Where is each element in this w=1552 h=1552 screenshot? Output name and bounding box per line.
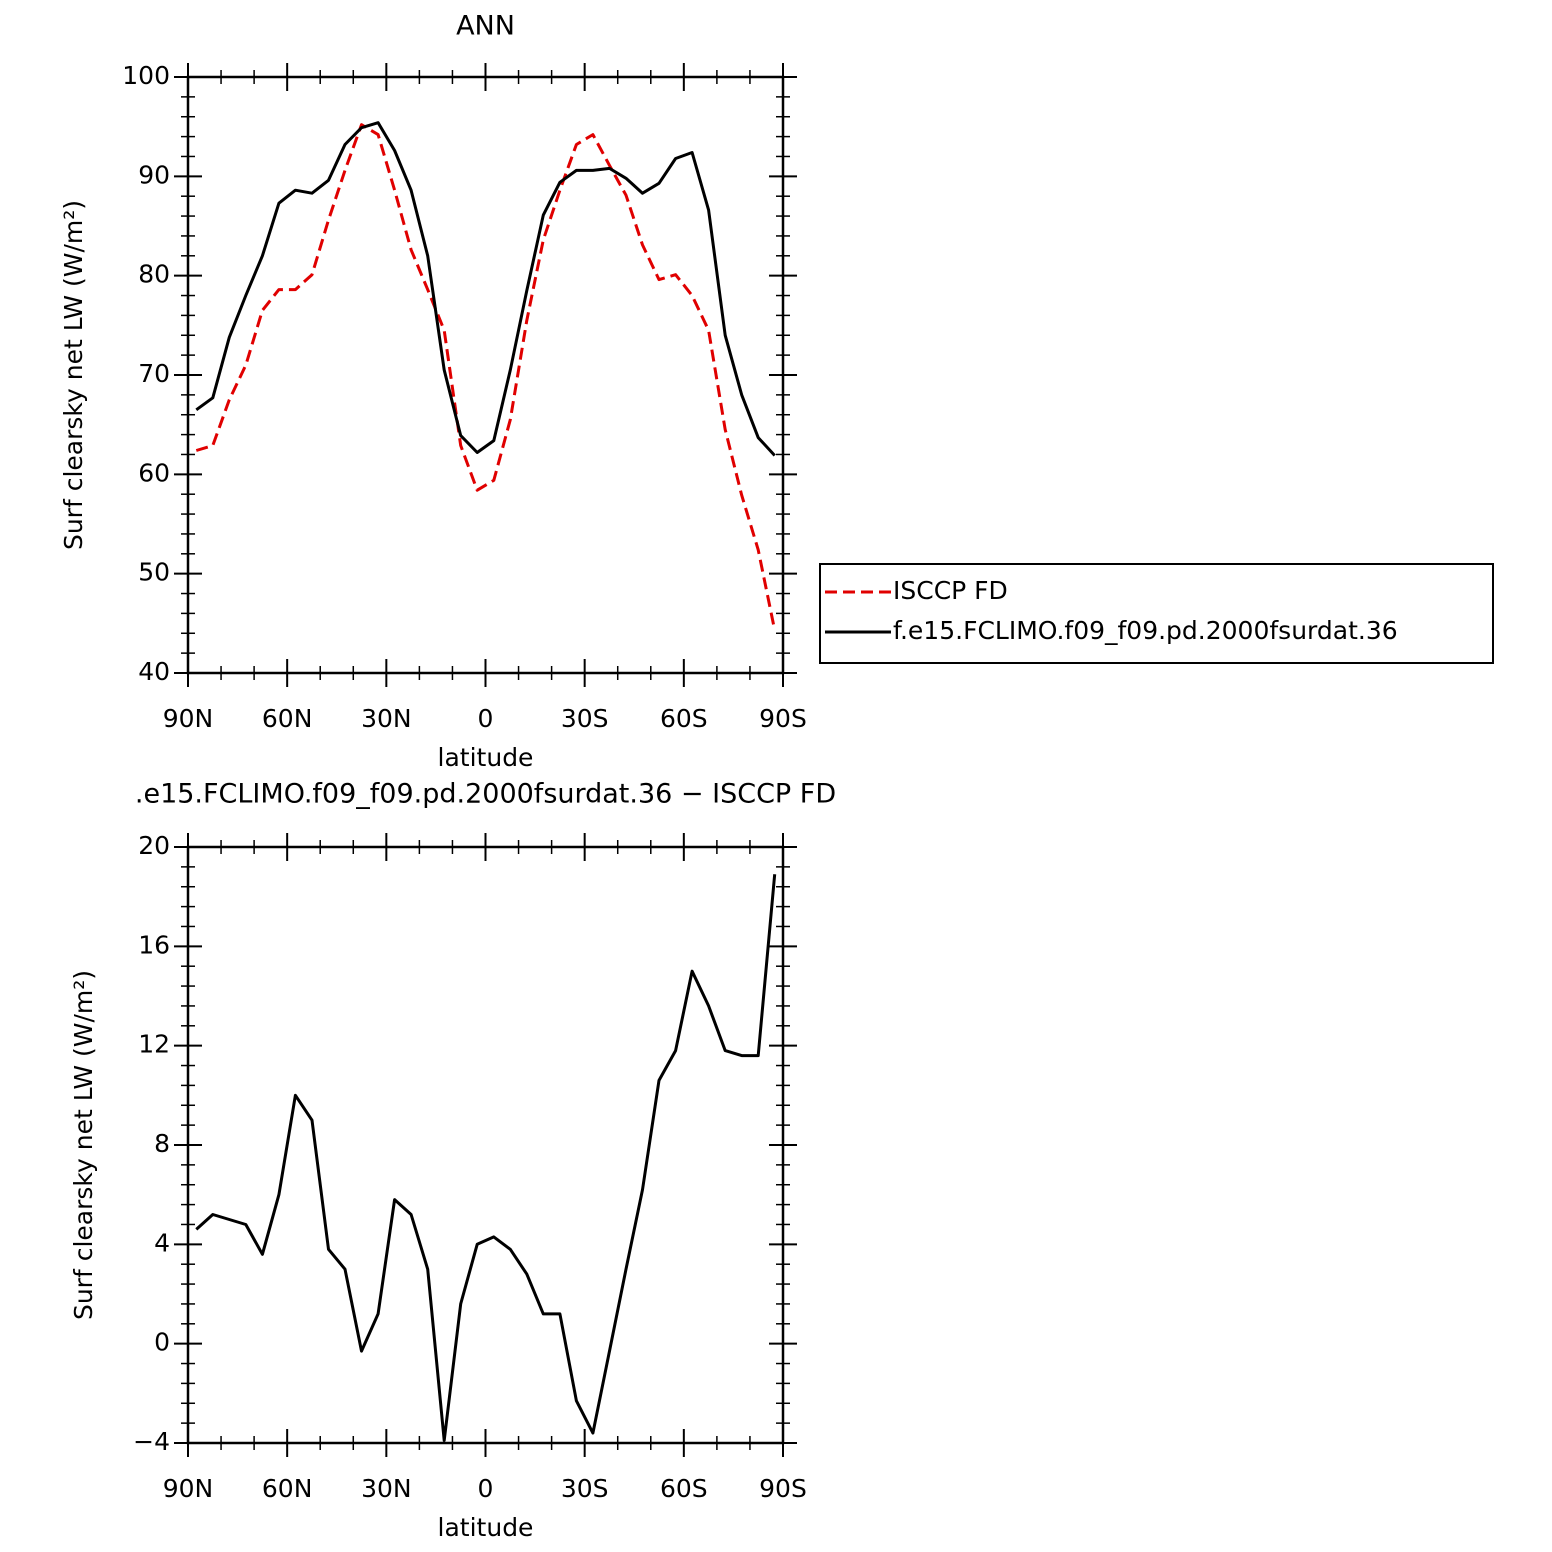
legend-box bbox=[819, 563, 1494, 664]
plot-frame bbox=[186, 75, 785, 675]
y-tick-label: 80 bbox=[138, 260, 170, 289]
y-tick-label: 50 bbox=[138, 558, 170, 587]
y-tick-label: 8 bbox=[154, 1129, 170, 1158]
x-tick-label: 30S bbox=[561, 1474, 609, 1503]
x-tick-label: 90N bbox=[163, 1474, 214, 1503]
x-tick-label: 90S bbox=[759, 704, 807, 733]
x-tick-label: 30S bbox=[561, 704, 609, 733]
y-tick-label: 90 bbox=[138, 160, 170, 189]
y-tick-label: −4 bbox=[133, 1427, 170, 1456]
series-line bbox=[195, 874, 777, 1442]
y-tick-label: 60 bbox=[138, 458, 170, 487]
y-tick-label: 0 bbox=[154, 1328, 170, 1357]
x-tick-label: 90S bbox=[759, 1474, 807, 1503]
x-tick-label: 60N bbox=[262, 1474, 313, 1503]
y-tick-label: 70 bbox=[138, 359, 170, 388]
series-line bbox=[195, 121, 776, 457]
x-tick-label: 30N bbox=[361, 704, 412, 733]
x-tick-label: 60N bbox=[262, 704, 313, 733]
y-tick-label: 100 bbox=[122, 61, 170, 90]
chart-title: ANN bbox=[456, 11, 515, 42]
x-tick-label: 30N bbox=[361, 1474, 412, 1503]
legend-label: f.e15.FCLIMO.f09_f09.pd.2000fsurdat.36 bbox=[893, 616, 1398, 645]
y-axis-label: Surf clearsky net LW (W/m²) bbox=[69, 970, 98, 1320]
chart-title: .e15.FCLIMO.f09_f09.pd.2000fsurdat.36 − … bbox=[135, 779, 836, 810]
legend-label: ISCCP FD bbox=[893, 576, 1008, 605]
x-tick-label: 90N bbox=[163, 704, 214, 733]
x-tick-label: 60S bbox=[660, 704, 708, 733]
legend: ISCCP FD f.e15.FCLIMO.f09_f09.pd.2000fsur… bbox=[819, 563, 1494, 664]
y-tick-label: 20 bbox=[138, 831, 170, 860]
series-line bbox=[195, 123, 777, 631]
y-axis-label: Surf clearsky net LW (W/m²) bbox=[59, 200, 88, 550]
x-axis-label: latitude bbox=[438, 1513, 534, 1542]
x-tick-label: 60S bbox=[660, 1474, 708, 1503]
y-tick-label: 4 bbox=[154, 1228, 170, 1257]
y-tick-label: 40 bbox=[138, 657, 170, 686]
x-axis-label: latitude bbox=[438, 743, 534, 772]
y-tick-label: 12 bbox=[138, 1030, 170, 1059]
x-tick-label: 0 bbox=[478, 704, 494, 733]
plot-frame bbox=[186, 845, 785, 1445]
y-tick-label: 16 bbox=[138, 930, 170, 959]
x-tick-label: 0 bbox=[478, 1474, 494, 1503]
